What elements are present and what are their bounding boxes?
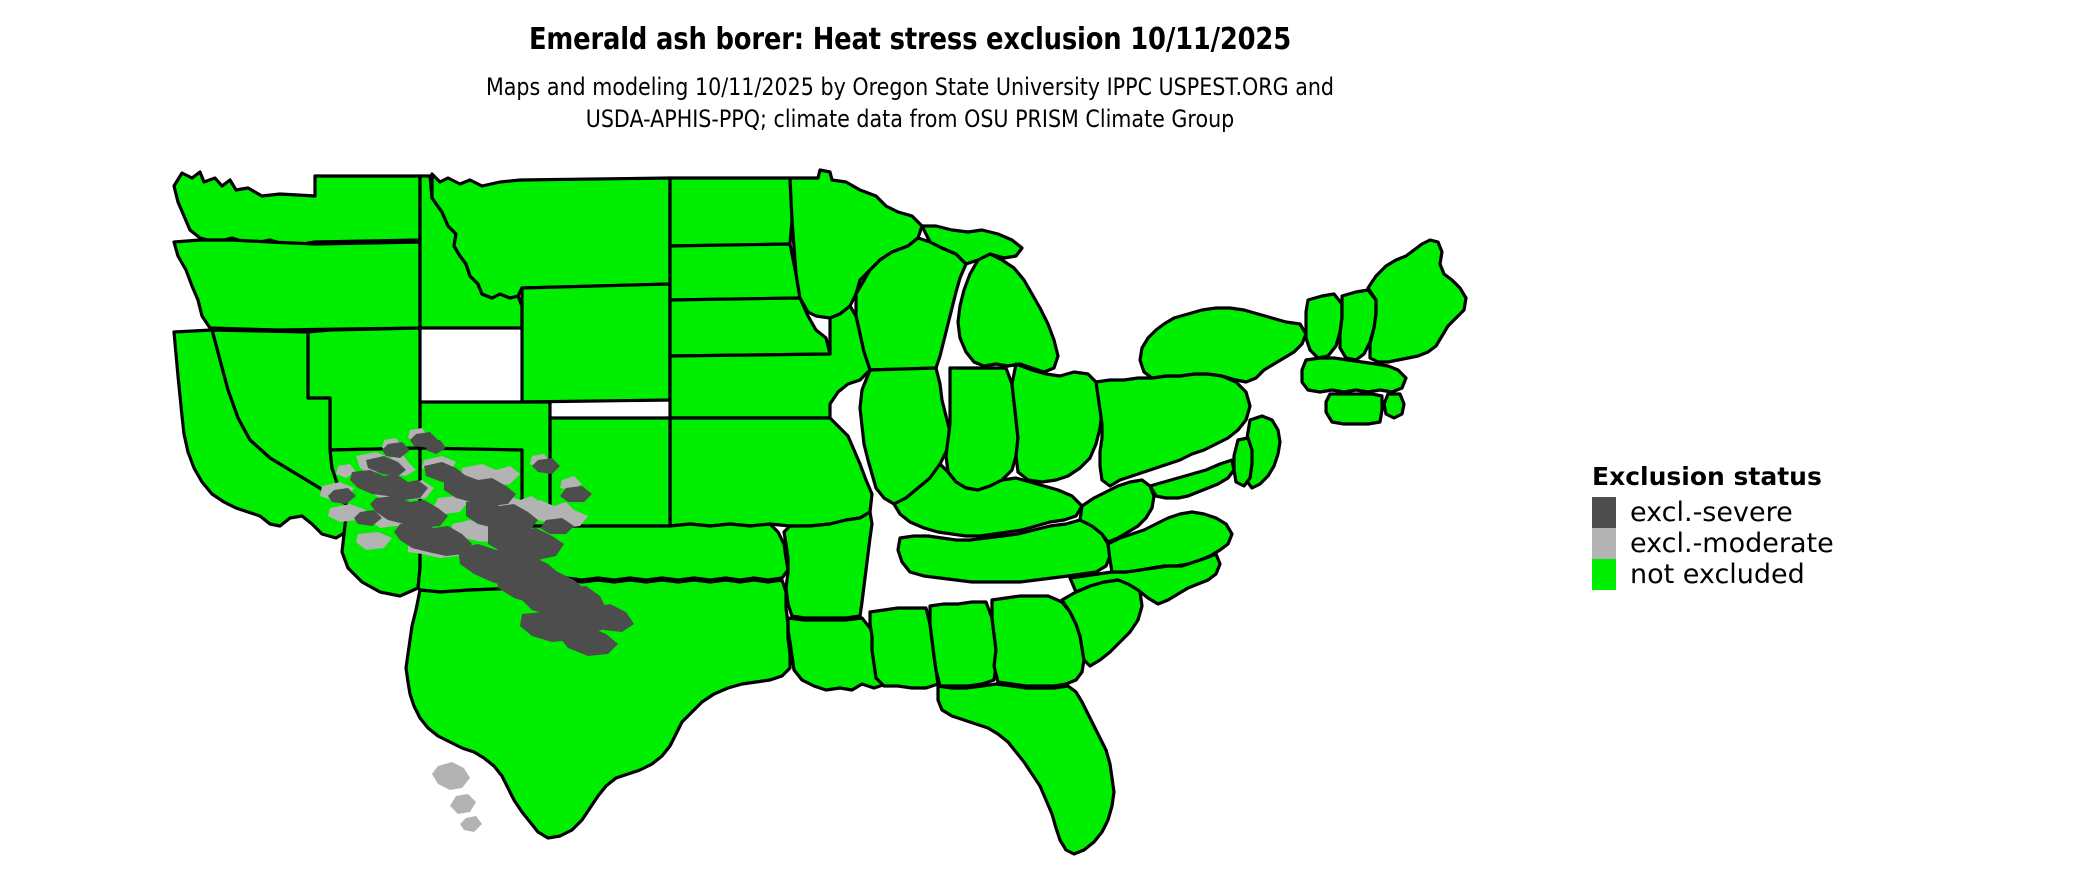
subtitle-line-2: USDA-APHIS-PPQ; climate data from OSU PR… [585,105,1235,134]
legend-label-excl-moderate: excl.-moderate [1630,528,1834,559]
state-tn [896,518,1112,584]
state-oh [1010,362,1104,484]
states-layer [172,168,1468,856]
state-me [1366,238,1468,364]
legend-item-not-excluded: not excluded [1592,559,2012,590]
state-tx [404,578,792,840]
legend-item-excl-moderate: excl.-moderate [1592,528,2012,559]
state-sd [668,242,802,302]
state-mt [430,172,672,300]
state-ct [1324,392,1384,426]
state-mi-up [920,224,1024,266]
legend-swatch-not-excluded [1592,559,1616,590]
state-or [172,238,422,332]
state-ca [172,328,352,540]
state-ri [1382,392,1406,420]
exclusion-severe-raster [328,432,634,656]
us-map-svg [172,168,1468,856]
legend: Exclusion status excl.-severe excl.-mode… [1592,462,2012,590]
legend-label-excl-severe: excl.-severe [1630,497,1793,528]
state-nd [668,176,794,248]
state-ma [1300,356,1408,394]
state-vt [1304,292,1344,360]
state-ky [892,462,1084,538]
state-fl [936,682,1116,856]
state-wa [172,170,422,248]
state-ms [868,606,940,690]
state-md [1148,458,1236,500]
subtitle-line-1: Maps and modeling 10/11/2025 by Oregon S… [485,73,1335,101]
state-ok [520,522,790,582]
legend-item-excl-severe: excl.-severe [1592,497,2012,528]
state-ny [1138,306,1308,384]
legend-title: Exclusion status [1592,462,1822,491]
state-in [944,366,1020,492]
exclusion-moderate-raster-texas [432,762,482,832]
legend-swatch-excl-moderate [1592,528,1616,559]
state-wy [520,282,672,404]
state-mi [956,252,1060,374]
state-ia [668,304,872,420]
state-al [928,600,998,688]
state-ar [782,510,874,620]
state-de [1232,436,1254,488]
us-choropleth-map [170,168,1590,888]
state-va [1106,510,1234,574]
state-ga [990,594,1086,688]
exclusion-raster-layer [320,428,634,832]
page-title: Emerald ash borer: Heat stress exclusion… [528,22,1292,57]
state-mo [668,416,874,528]
title-block: Emerald ash borer: Heat stress exclusion… [0,0,1820,136]
legend-swatch-excl-severe [1592,497,1616,528]
state-wv [1078,478,1156,544]
legend-label-not-excluded: not excluded [1630,559,1805,590]
state-la [786,616,894,692]
map-subtitle: Maps and modeling 10/11/2025 by Oregon S… [127,57,1692,136]
